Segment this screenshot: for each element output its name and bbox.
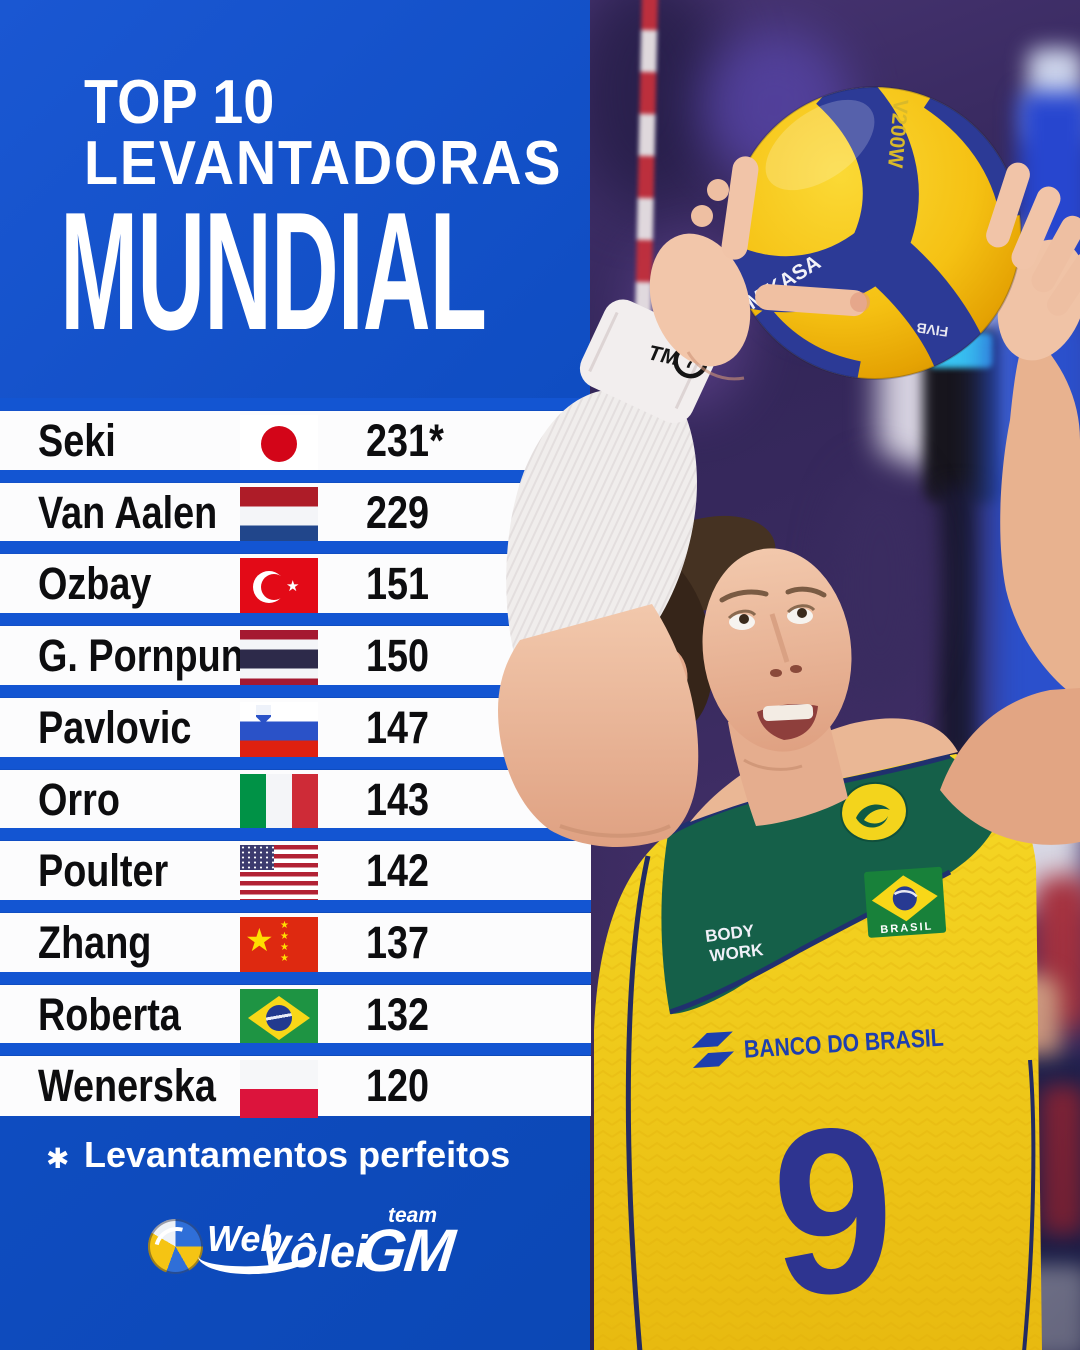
title-line-2: LEVANTADORAS [84,129,563,198]
table-row: Wenerska 120 [0,1056,591,1118]
player-name: Ozbay [38,558,152,609]
title-line-3: MUNDIAL [60,177,487,365]
flag-turkey-icon: ★ [240,558,318,616]
player-name: Roberta [38,989,181,1040]
flag-poland-icon [240,1060,318,1118]
table-row: G. Pornpun 150 [0,626,591,688]
table-row: Seki 231* [0,411,591,473]
player-value: 150 [366,630,430,681]
teamgm-logo-top: team [388,1204,438,1227]
row-separator [0,541,591,553]
teamgm-logo-main: GM [356,1217,457,1284]
flag-brazil-icon [240,989,318,1047]
player-value: 143 [366,774,430,825]
flag-slovenia-icon [240,702,318,760]
player-name: Van Aalen [38,487,218,538]
webvolei-logo-word2: Vôlei [260,1226,368,1277]
player-value: 142 [366,845,430,896]
table-row: Poulter 142 [0,841,591,903]
background-red-streak [1040,1085,1080,1235]
table-row: Roberta 132 [0,985,591,1047]
table-row: Van Aalen 229 [0,483,591,545]
row-separator [0,470,591,482]
row-separator [0,757,591,769]
player-name: Poulter [38,845,169,896]
webvolei-logo-word1: Web [207,1218,283,1259]
row-separator [0,685,591,697]
flag-thailand-icon [240,630,318,688]
player-name: Pavlovic [38,702,192,753]
player-value: 137 [366,917,430,968]
player-value: 151 [366,558,430,609]
flag-netherlands-icon [240,487,318,545]
player-name: Orro [38,774,120,825]
row-separator [0,828,591,840]
player-name: Zhang [38,917,152,968]
player-value: 132 [366,989,430,1040]
player-value: 120 [366,1060,430,1111]
row-separator [0,972,591,984]
player-name: Seki [38,415,116,466]
footnote-text: Levantamentos perfeitos [84,1134,511,1175]
player-name: Wenerska [38,1060,216,1111]
flag-japan-icon [240,415,318,473]
footnote-asterisk-icon: ✱ [46,1143,70,1174]
table-row: Zhang ★ 137 [0,913,591,975]
player-name: G. Pornpun [38,630,244,681]
table-row: Ozbay ★ 151 [0,554,591,616]
flag-china-icon: ★ [240,917,318,975]
row-separator [0,398,591,410]
title-line-1: TOP 10 [84,68,275,137]
player-value: 229 [366,487,430,538]
player-value: 231* [366,415,444,466]
flag-usa-icon [240,845,318,903]
flag-italy-icon [240,774,318,832]
row-separator [0,900,591,912]
webvolei-ball-icon [148,1219,203,1274]
table-row: Orro 143 [0,770,591,832]
row-separator [0,1043,591,1055]
player-value: 147 [366,702,430,753]
table-row: Pavlovic 147 [0,698,591,760]
row-separator [0,613,591,625]
